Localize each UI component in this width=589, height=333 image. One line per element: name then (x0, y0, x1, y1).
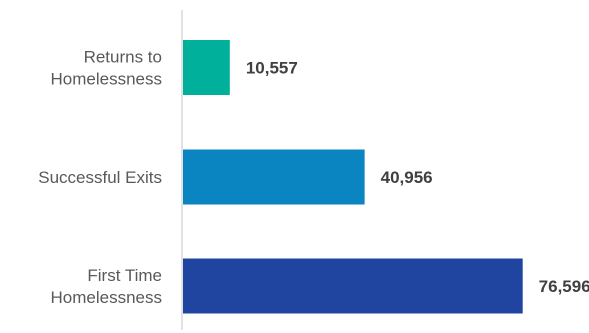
category-label-successful-exits: Successful Exits (38, 168, 162, 187)
bar-first-time-homelessness (183, 258, 523, 314)
bars-layer (183, 40, 523, 314)
value-label-successful-exits: 40,956 (381, 168, 433, 187)
bar-returns-to-homelessness (183, 40, 230, 95)
labels-layer: 10,557 Returns to Homelessness 40,956 Succes… (38, 48, 589, 308)
category-label-returns-to-homelessness: Returns to Homelessness (51, 48, 163, 89)
value-label-first-time-homelessness: 76,596 (539, 277, 589, 296)
value-label-returns-to-homelessness: 10,557 (246, 59, 298, 78)
category-label-first-time-homelessness: First Time Homelessness (51, 266, 163, 307)
bar-successful-exits (183, 149, 365, 205)
